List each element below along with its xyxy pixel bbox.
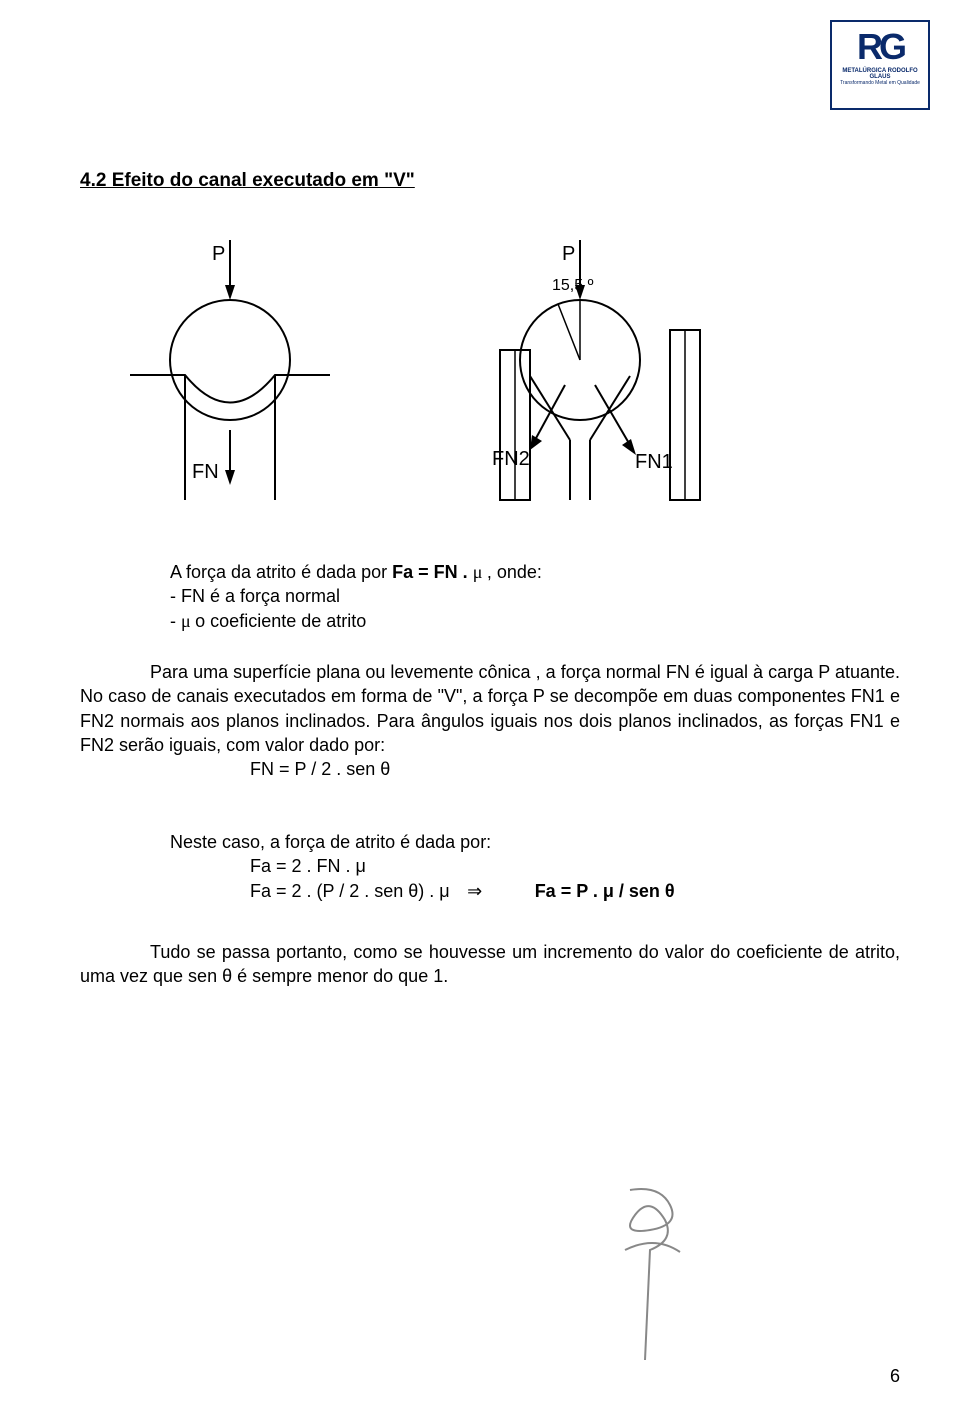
formula-fn-text: FN = P / 2 . sen θ bbox=[250, 759, 390, 779]
mu-sym-2: μ bbox=[181, 611, 195, 631]
logo-initials: RG bbox=[836, 26, 924, 68]
company-logo: RG METALÚRGICA RODOLFO GLAUS Transforman… bbox=[830, 20, 930, 110]
neste-caso-block: Neste caso, a força de atrito é dada por… bbox=[80, 830, 900, 903]
FN1-label: FN1 bbox=[635, 451, 673, 473]
bullet-mu-a: - bbox=[170, 611, 181, 631]
right-diagram: P 15,5 º FN2 FN1 bbox=[492, 240, 700, 500]
intro-text: A força da atrito é dada por bbox=[170, 562, 392, 582]
intro-paragraph: A força da atrito é dada por Fa = FN . μ… bbox=[80, 560, 900, 633]
signature bbox=[580, 1180, 740, 1380]
onde: , onde: bbox=[487, 562, 542, 582]
formula-fn: FN = P / 2 . sen θ bbox=[250, 757, 900, 781]
bullet-fn: - FN é a força normal bbox=[170, 584, 900, 608]
left-P-label: P bbox=[212, 243, 225, 265]
diagram-container: P FN P 15,5 º bbox=[130, 230, 770, 520]
fa-line2-left: Fa = 2 . (P / 2 . sen θ) . μ bbox=[250, 881, 450, 901]
fa-line2-right: Fa = P . μ / sen θ bbox=[535, 881, 675, 901]
signature-svg bbox=[580, 1180, 740, 1380]
main-paragraph: Para uma superfície plana ou levemente c… bbox=[80, 660, 900, 781]
logo-line2: Transformando Metal em Qualidade bbox=[836, 80, 924, 86]
neste-caso-line: Neste caso, a força de atrito é dada por… bbox=[170, 830, 900, 854]
left-FN-label: FN bbox=[192, 461, 219, 483]
right-P-label: P bbox=[562, 243, 575, 265]
final-paragraph: Tudo se passa portanto, como se houvesse… bbox=[80, 940, 900, 989]
fa-line2: Fa = 2 . (P / 2 . sen θ) . μ ⇒ Fa = P . … bbox=[250, 879, 900, 903]
angle-label: 15,5 º bbox=[552, 277, 594, 294]
main-para-text: Para uma superfície plana ou levemente c… bbox=[80, 662, 900, 755]
bullet-mu-b: o coeficiente de atrito bbox=[195, 611, 366, 631]
implies-arrow: ⇒ bbox=[455, 879, 495, 903]
page-number: 6 bbox=[890, 1366, 900, 1387]
mu-sym-1: μ bbox=[473, 562, 487, 582]
logo-line1: METALÚRGICA RODOLFO GLAUS bbox=[836, 68, 924, 80]
final-para-text: Tudo se passa portanto, como se houvesse… bbox=[80, 942, 900, 986]
left-diagram: P FN bbox=[130, 240, 330, 500]
diagram-svg: P FN P 15,5 º bbox=[130, 230, 770, 520]
fa-eq-fn: Fa = FN . bbox=[392, 562, 468, 582]
section-heading: 4.2 Efeito do canal executado em "V" bbox=[80, 170, 415, 192]
fa-line1: Fa = 2 . FN . μ bbox=[250, 854, 900, 878]
FN2-label: FN2 bbox=[492, 448, 530, 470]
